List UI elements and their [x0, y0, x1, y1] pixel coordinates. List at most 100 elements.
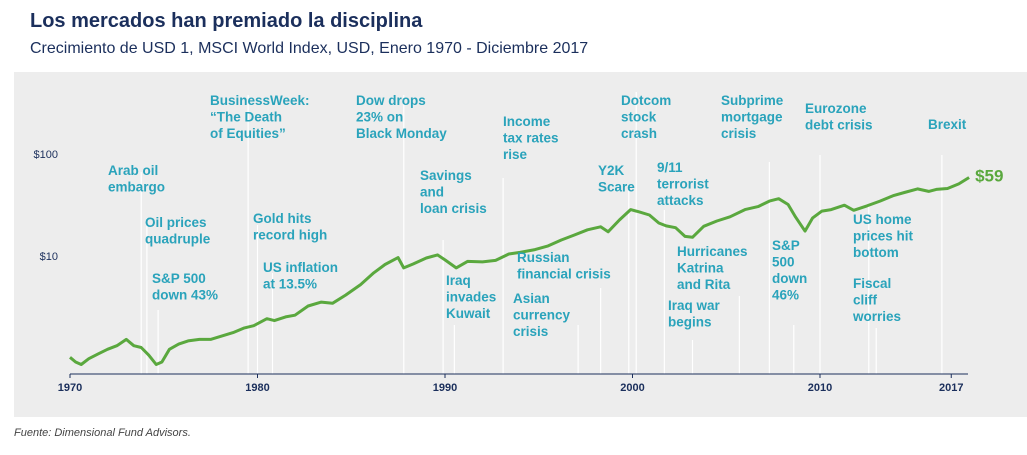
- annotation-label: Fiscal cliff worries: [852, 276, 901, 324]
- annotation-line: Fiscal: [853, 276, 891, 291]
- annotation-line: Gold hits: [253, 211, 312, 226]
- annotation-line: BusinessWeek:: [210, 93, 310, 108]
- event-annotations: Arab oil embargo Oil prices quadruple S&P 50…: [108, 93, 967, 339]
- annotation-line: 23% on: [356, 110, 403, 125]
- annotation-label: Iraq invades Kuwait: [446, 273, 496, 321]
- x-tick-label: 2010: [808, 382, 832, 394]
- y-tick-label: $10: [40, 251, 58, 263]
- annotation-line: debt crisis: [805, 118, 873, 133]
- annotation-line: crash: [621, 126, 657, 141]
- annotation-label: US home prices hit bottom: [853, 212, 914, 260]
- annotation-label: Dotcom stock crash: [621, 93, 671, 141]
- annotation-label: Brexit: [928, 117, 967, 132]
- annotation-label: Gold hits record high: [253, 211, 327, 243]
- annotation-line: Brexit: [928, 117, 967, 132]
- annotation-line: Dow drops: [356, 93, 426, 108]
- annotation-line: S&P: [772, 238, 800, 253]
- annotation-line: Savings: [420, 168, 472, 183]
- source-note: Fuente: Dimensional Fund Advisors.: [14, 427, 191, 439]
- annotation-line: Income: [503, 114, 551, 129]
- annotation-line: down 43%: [152, 288, 218, 303]
- annotation-line: attacks: [657, 193, 704, 208]
- annotation-label: US inflation at 13.5%: [263, 260, 338, 292]
- annotation-line: Asian: [513, 291, 550, 306]
- annotation-line: 9/11: [657, 160, 683, 175]
- annotation-line: begins: [668, 315, 712, 330]
- annotation-line: Arab oil: [108, 163, 158, 178]
- annotation-line: Black Monday: [356, 126, 447, 141]
- annotation-label: Eurozone debt crisis: [805, 101, 873, 133]
- annotation-line: loan crisis: [420, 201, 487, 216]
- annotation-line: Russian: [517, 250, 570, 265]
- annotation-line: Hurricanes: [677, 244, 748, 259]
- annotation-line: 500: [772, 255, 795, 270]
- annotation-line: stock: [621, 110, 657, 125]
- annotation-line: tax rates: [503, 131, 559, 146]
- annotation-label: S&P 500 down 43%: [152, 271, 218, 303]
- annotation-line: of Equities”: [210, 126, 286, 141]
- annotation-label: Iraq war begins: [668, 298, 721, 330]
- annotation-line: quadruple: [145, 232, 211, 247]
- annotation-line: prices hit: [853, 229, 914, 244]
- annotation-label: BusinessWeek: “The Death of Equities”: [210, 93, 310, 141]
- x-tick-label: 1990: [433, 382, 457, 394]
- annotation-line: financial crisis: [517, 267, 611, 282]
- annotation-line: worries: [852, 309, 901, 324]
- chart-subtitle: Crecimiento de USD 1, MSCI World Index, …: [30, 40, 589, 57]
- annotation-line: Eurozone: [805, 101, 867, 116]
- annotation-label: Subprime mortgage crisis: [721, 93, 784, 141]
- annotation-line: Scare: [598, 180, 635, 195]
- annotation-label: S&P 500 down 46%: [772, 238, 807, 303]
- annotation-line: and Rita: [677, 277, 731, 292]
- annotation-label: Russian financial crisis: [517, 250, 611, 282]
- annotation-line: 46%: [772, 288, 799, 303]
- series-line: [69, 176, 970, 366]
- annotation-line: cliff: [853, 293, 878, 308]
- annotation-line: Katrina: [677, 261, 724, 276]
- y-tick-label: $100: [34, 149, 58, 161]
- annotation-line: Kuwait: [446, 306, 491, 321]
- annotation-line: invades: [446, 290, 496, 305]
- annotation-line: “The Death: [210, 110, 282, 125]
- annotation-line: Iraq war: [668, 298, 721, 313]
- chart-title: Los mercados han premiado la disciplina: [30, 10, 423, 32]
- annotation-label: Arab oil embargo: [108, 163, 165, 195]
- x-tick-label: 1970: [58, 382, 82, 394]
- annotation-line: mortgage: [721, 110, 783, 125]
- x-tick-label: 2017: [939, 382, 963, 394]
- end-value-label: $59: [975, 166, 1003, 185]
- annotation-line: down: [772, 271, 807, 286]
- annotation-label: Hurricanes Katrina and Rita: [677, 244, 748, 292]
- series-layer: $59: [69, 166, 1003, 366]
- annotation-line: crisis: [721, 126, 756, 141]
- annotation-line: rise: [503, 147, 528, 162]
- annotation-label: Y2K Scare: [598, 163, 635, 195]
- axes: $10 $100 1970 1980 1990 2000 2010 2017: [34, 149, 968, 394]
- annotation-line: and: [420, 185, 444, 200]
- x-tick-label: 2000: [620, 382, 644, 394]
- annotation-line: embargo: [108, 180, 165, 195]
- annotation-line: Dotcom: [621, 93, 671, 108]
- annotation-label: Dow drops 23% on Black Monday: [356, 93, 447, 141]
- annotation-line: S&P 500: [152, 271, 206, 286]
- annotation-label: Asian currency crisis: [513, 291, 571, 339]
- annotation-line: at 13.5%: [263, 277, 317, 292]
- annotation-line: record high: [253, 228, 327, 243]
- annotation-line: Iraq: [446, 273, 471, 288]
- annotation-label: Oil prices quadruple: [145, 215, 211, 247]
- annotation-line: currency: [513, 308, 571, 323]
- annotation-line: Subprime: [721, 93, 784, 108]
- annotation-line: crisis: [513, 324, 548, 339]
- annotation-line: Oil prices: [145, 215, 207, 230]
- chart-panel: [14, 72, 1027, 417]
- annotation-line: US home: [853, 212, 912, 227]
- annotation-label: Savings and loan crisis: [420, 168, 487, 216]
- x-tick-label: 1980: [245, 382, 269, 394]
- annotation-line: Y2K: [598, 163, 625, 178]
- annotation-label: 9/11 terrorist attacks: [657, 160, 709, 208]
- annotation-line: terrorist: [657, 177, 709, 192]
- annotation-line: US inflation: [263, 260, 338, 275]
- annotation-line: bottom: [853, 245, 899, 260]
- annotation-label: Income tax rates rise: [503, 114, 559, 162]
